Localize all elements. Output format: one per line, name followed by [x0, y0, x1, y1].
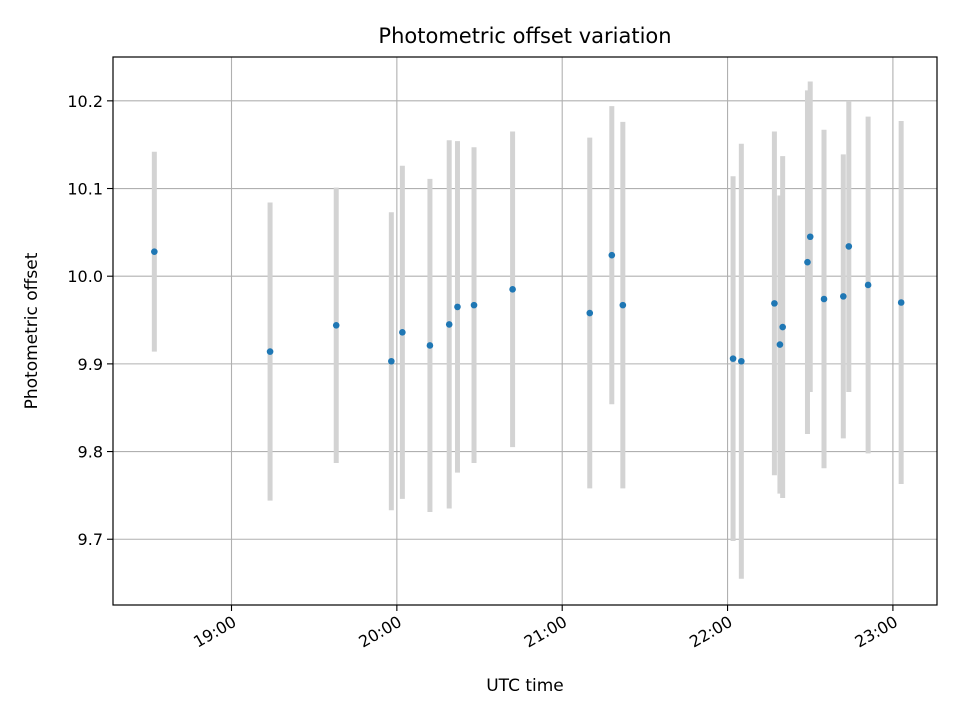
x-tick-label: 20:00: [355, 612, 404, 652]
x-axis-ticks: 19:00 20:00 21:00 22:00 23:00: [190, 605, 901, 652]
data-point: [820, 295, 828, 303]
error-bars: [151, 81, 904, 579]
data-point: [454, 303, 461, 311]
data-point: [806, 233, 814, 241]
y-tick-label: 9.7: [78, 530, 103, 549]
data-point: [619, 301, 627, 309]
y-tick-label: 10.2: [67, 92, 103, 111]
data-point: [864, 281, 872, 289]
data-point: [779, 323, 786, 331]
data-point: [509, 286, 516, 293]
data-point: [608, 251, 616, 259]
data-point: [586, 309, 594, 317]
x-tick-label: 23:00: [851, 612, 900, 652]
x-axis-label: UTC time: [486, 676, 564, 696]
data-point: [426, 342, 434, 349]
data-point: [388, 357, 395, 365]
y-tick-label: 9.9: [78, 355, 103, 374]
y-axis-label: Photometric offset: [22, 252, 42, 409]
y-axis-ticks: 9.7 9.8 9.9 10.0 10.1 10.2: [67, 92, 113, 549]
y-tick-label: 10.1: [67, 180, 103, 199]
data-point: [332, 322, 340, 329]
x-tick-label: 19:00: [190, 612, 239, 652]
data-point: [399, 329, 406, 336]
data-point: [738, 357, 745, 365]
data-point: [445, 321, 453, 328]
data-point: [897, 299, 905, 306]
data-point: [151, 248, 158, 255]
x-tick-label: 21:00: [521, 612, 570, 652]
y-tick-label: 10.0: [67, 267, 103, 286]
grid-lines: [113, 57, 937, 605]
data-point: [266, 348, 274, 355]
data-point: [729, 355, 737, 362]
plot-frame: [112, 56, 938, 606]
data-point: [845, 243, 853, 250]
data-point: [470, 301, 478, 309]
data-point: [840, 293, 847, 300]
data-point: [771, 300, 778, 307]
x-tick-label: 22:00: [686, 612, 735, 652]
chart-title: Photometric offset variation: [378, 24, 671, 48]
data-point: [804, 258, 811, 266]
data-points: [151, 233, 905, 365]
y-tick-label: 9.8: [78, 443, 103, 462]
data-point: [776, 341, 784, 348]
